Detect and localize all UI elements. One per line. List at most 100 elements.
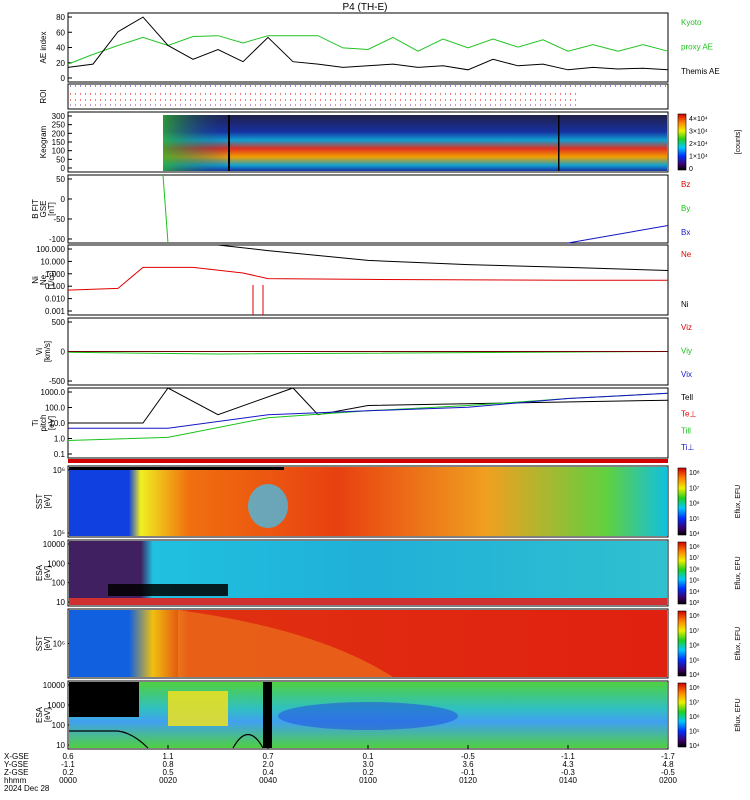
legend-label: Bx (681, 228, 690, 237)
colorbar-tick-label: 2×10⁴ (689, 141, 708, 148)
y-axis-label: ESA (35, 706, 44, 723)
x-axis-value: 0.6 (62, 752, 74, 761)
y-tick-label: 60 (56, 28, 65, 37)
y-tick-label: 500 (52, 318, 66, 327)
y-axis-label: ESA (35, 564, 44, 581)
y-tick-label: 50 (56, 175, 65, 184)
colorbar-tick-label: 10⁶ (689, 643, 700, 650)
y-tick-label: 250 (52, 121, 66, 130)
y-axis-label: Keogram (39, 125, 48, 158)
y-axis-label: AE index (39, 31, 48, 63)
legend-label: Ne (681, 250, 692, 259)
y-tick-label: 10.0 (49, 419, 65, 428)
y-tick-label: 40 (56, 44, 65, 53)
y-axis-label: [eV] (47, 416, 56, 430)
colorbar-tick-label: 10⁸ (689, 544, 700, 551)
colorbar-tick-label: 10⁸ (689, 613, 700, 620)
x-axis-value: 4.3 (562, 760, 574, 769)
colorbar (677, 682, 687, 748)
y-tick-label: 1000 (47, 701, 65, 710)
x-axis-value: -0.5 (661, 768, 675, 777)
y-tick-label: 10⁶ (53, 640, 65, 649)
colorbar-label: [counts] (735, 130, 742, 155)
x-axis-value: 0000 (59, 776, 77, 785)
y-axis-label: Ni (31, 276, 40, 284)
x-axis-value: 3.0 (362, 760, 374, 769)
x-axis-value: 0040 (259, 776, 277, 785)
keogram-gap (558, 115, 560, 171)
legend-label: Till (681, 426, 691, 435)
x-axis-value: 4.8 (662, 760, 674, 769)
colorbar (677, 467, 687, 536)
keogram-gap (228, 115, 230, 171)
legend-label: By (681, 204, 690, 213)
legend-label: Te⊥ (681, 410, 696, 419)
colorbar-tick-label: 3×10⁴ (689, 129, 708, 136)
y-tick-label: 10000 (43, 681, 66, 690)
legend-label: Themis AE (681, 67, 720, 76)
colorbar-tick-label: 10⁸ (689, 470, 700, 477)
y-tick-label: 80 (56, 13, 65, 22)
y-tick-label: 1000.0 (41, 388, 66, 397)
colorbar-tick-label: 10⁵ (689, 578, 700, 585)
colorbar-tick-label: 10³ (689, 600, 700, 607)
y-tick-label: 100 (52, 579, 66, 588)
colorbar-tick-label: 10⁷ (689, 700, 700, 707)
sst-ion-spectrogram (69, 467, 667, 536)
legend-label: Viz (681, 323, 692, 332)
y-tick-label: 10 (56, 741, 65, 750)
y-tick-label: 0.100 (45, 282, 66, 291)
colorbar (677, 113, 687, 171)
esa-electron-dark (69, 682, 139, 717)
y-tick-label: 1000 (47, 559, 65, 568)
y-tick-label: 0 (61, 195, 66, 204)
y-axis-label: SST (35, 636, 44, 652)
y-tick-label: 0.1 (54, 450, 66, 459)
colorbar-tick-label: 10⁵ (689, 516, 700, 523)
y-tick-label: 0 (61, 164, 66, 173)
colorbar-tick-label: 0 (689, 166, 693, 173)
x-axis-value: 0120 (459, 776, 477, 785)
colorbar-tick-label: 10⁴ (689, 589, 700, 596)
y-axis-label: [eV] (43, 566, 52, 580)
figure-title: P4 (TH-E) (343, 2, 388, 13)
legend-label: Tell (681, 393, 693, 402)
x-axis-value: 0140 (559, 776, 577, 785)
y-tick-label: 0.001 (45, 307, 66, 316)
y-axis-label: [nT] (47, 202, 56, 216)
y-axis-label: B FIT (31, 199, 40, 219)
y-tick-label: 1.000 (45, 270, 66, 279)
y-axis-label: [1/cc] (47, 270, 56, 289)
colorbar-tick-label: 10⁷ (689, 555, 700, 562)
y-tick-label: 0 (61, 348, 66, 357)
y-tick-label: 150 (52, 138, 66, 147)
series-line (68, 392, 669, 429)
x-axis-row-label: 2024 Dec 28 (4, 784, 50, 793)
panel-content (67, 16, 687, 749)
y-axis-label: [eV] (43, 494, 52, 508)
panel-frame-roi (67, 83, 669, 110)
y-axis-label: Ne (39, 274, 48, 285)
x-axis-value: -1.1 (61, 760, 75, 769)
x-axis-value: 1.1 (162, 752, 174, 761)
esa-electron-scpot (69, 730, 264, 749)
panel-frame-ae (67, 12, 669, 83)
x-axis-value: -0.1 (461, 768, 475, 777)
x-axis-value: 0.4 (262, 768, 274, 777)
sst-electron-feature (178, 610, 393, 677)
panel-frame-bfit (67, 174, 669, 244)
y-tick-label: -100 (49, 235, 66, 244)
y-tick-label: -500 (49, 377, 66, 386)
x-axis-value: 0.1 (362, 752, 374, 761)
y-axis-label: GSE (39, 201, 48, 218)
colorbar (677, 610, 687, 677)
y-axis-label: pitch (39, 415, 48, 432)
legend-label: Kyoto (681, 18, 702, 27)
colorbar-tick-label: 4×10⁴ (689, 116, 708, 123)
y-tick-label: 10⁵ (53, 529, 65, 538)
x-axis-value: -1.1 (561, 752, 575, 761)
x-axis-value: 0200 (659, 776, 677, 785)
colorbar-tick-label: 1×10⁴ (689, 154, 708, 161)
x-axis-value: 0.8 (162, 760, 174, 769)
